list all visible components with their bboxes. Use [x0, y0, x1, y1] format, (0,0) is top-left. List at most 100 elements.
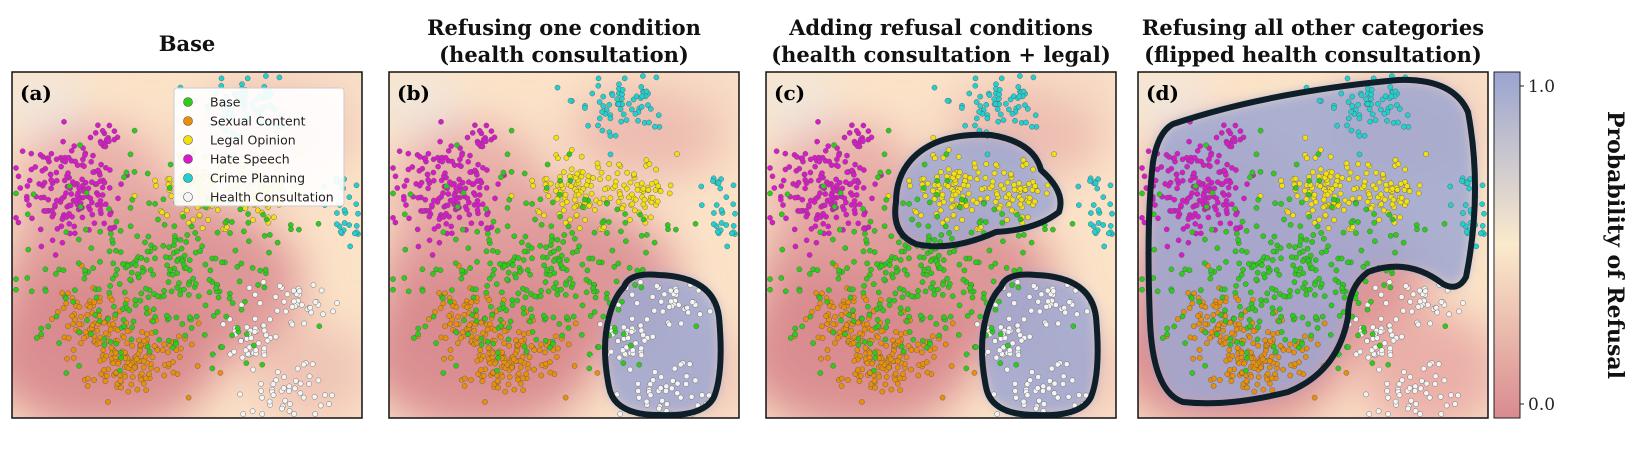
scatter-point — [1345, 200, 1352, 206]
scatter-point — [1255, 342, 1261, 349]
scatter-point — [1364, 199, 1371, 205]
scatter-point — [415, 194, 421, 201]
scatter-point — [468, 377, 474, 383]
scatter-point — [991, 96, 997, 102]
scatter-point — [897, 310, 904, 317]
scatter-point — [714, 228, 721, 235]
scatter-point — [815, 119, 821, 125]
scatter-point — [552, 187, 559, 194]
scatter-point — [1223, 172, 1229, 178]
scatter-point — [504, 276, 510, 283]
scatter-point — [718, 220, 725, 226]
scatter-point — [852, 371, 859, 377]
scatter-point — [1278, 177, 1284, 184]
scatter-point — [1275, 354, 1282, 361]
scatter-point — [125, 388, 132, 395]
scatter-point — [792, 194, 798, 201]
scatter-point — [629, 291, 635, 298]
scatter-point — [410, 335, 417, 341]
scatter-point — [819, 170, 825, 176]
scatter-point — [1387, 104, 1394, 110]
scatter-point — [61, 119, 67, 125]
scatter-point — [990, 278, 997, 285]
scatter-point — [871, 349, 878, 356]
scatter-point — [977, 313, 984, 320]
scatter-point — [711, 210, 717, 216]
scatter-point — [243, 331, 250, 337]
scatter-point — [707, 308, 713, 315]
scatter-point — [476, 192, 483, 198]
scatter-point — [169, 344, 176, 351]
scatter-point — [123, 169, 130, 176]
scatter-point — [595, 122, 601, 129]
scatter-point — [599, 219, 606, 226]
scatter-point — [888, 356, 894, 363]
scatter-point — [165, 349, 171, 356]
scatter-point — [629, 201, 635, 207]
scatter-point — [170, 369, 177, 376]
scatter-point — [58, 163, 64, 170]
scatter-point — [879, 388, 886, 395]
scatter-point — [433, 340, 439, 346]
scatter-point — [913, 347, 920, 353]
scatter-point — [1356, 195, 1363, 201]
scatter-point — [915, 221, 922, 228]
scatter-point — [1043, 303, 1050, 310]
scatter-point — [951, 248, 957, 254]
scatter-point — [1044, 182, 1051, 189]
scatter-point — [1229, 201, 1235, 207]
scatter-point — [1398, 181, 1404, 187]
scatter-point — [576, 243, 582, 249]
scatter-point — [466, 179, 472, 185]
scatter-point — [467, 152, 473, 159]
scatter-point — [229, 300, 236, 306]
scatter-point — [1416, 287, 1423, 294]
scatter-point — [71, 223, 78, 230]
scatter-point — [449, 316, 456, 323]
scatter-point — [38, 325, 45, 332]
scatter-point — [825, 143, 832, 149]
scatter-point — [453, 362, 459, 369]
scatter-point — [693, 323, 700, 329]
scatter-point — [48, 185, 54, 192]
scatter-point — [675, 302, 682, 308]
scatter-point — [1006, 201, 1012, 207]
scatter-point — [291, 385, 298, 392]
scatter-point — [213, 285, 219, 291]
scatter-point — [45, 196, 52, 203]
scatter-point — [1355, 219, 1361, 225]
scatter-point — [1479, 201, 1486, 207]
scatter-point — [1418, 378, 1425, 384]
scatter-point — [1360, 263, 1367, 270]
scatter-point — [547, 369, 554, 376]
scatter-point — [147, 267, 154, 273]
scatter-point — [629, 106, 635, 113]
scatter-point — [1415, 321, 1422, 328]
scatter-point — [1234, 339, 1240, 345]
scatter-point — [668, 385, 675, 392]
scatter-point — [1404, 183, 1410, 189]
scatter-point — [1239, 247, 1245, 254]
scatter-point — [792, 325, 799, 332]
scatter-point — [426, 237, 433, 244]
scatter-point — [403, 202, 409, 208]
scatter-point — [528, 245, 535, 251]
scatter-point — [1264, 255, 1271, 261]
scatter-point — [520, 305, 527, 311]
scatter-point — [1376, 217, 1382, 223]
scatter-point — [341, 207, 348, 213]
scatter-point — [945, 183, 951, 189]
scatter-point — [54, 226, 61, 232]
scatter-point — [1258, 364, 1264, 371]
scatter-point — [656, 405, 662, 412]
scatter-point — [1164, 243, 1171, 250]
scatter-point — [414, 226, 421, 233]
scatter-point — [1400, 307, 1407, 314]
scatter-point — [538, 341, 544, 348]
scatter-point — [511, 386, 518, 393]
scatter-point — [822, 148, 829, 154]
scatter-point — [1447, 202, 1454, 208]
scatter-point — [173, 341, 179, 347]
scatter-point — [842, 159, 848, 165]
